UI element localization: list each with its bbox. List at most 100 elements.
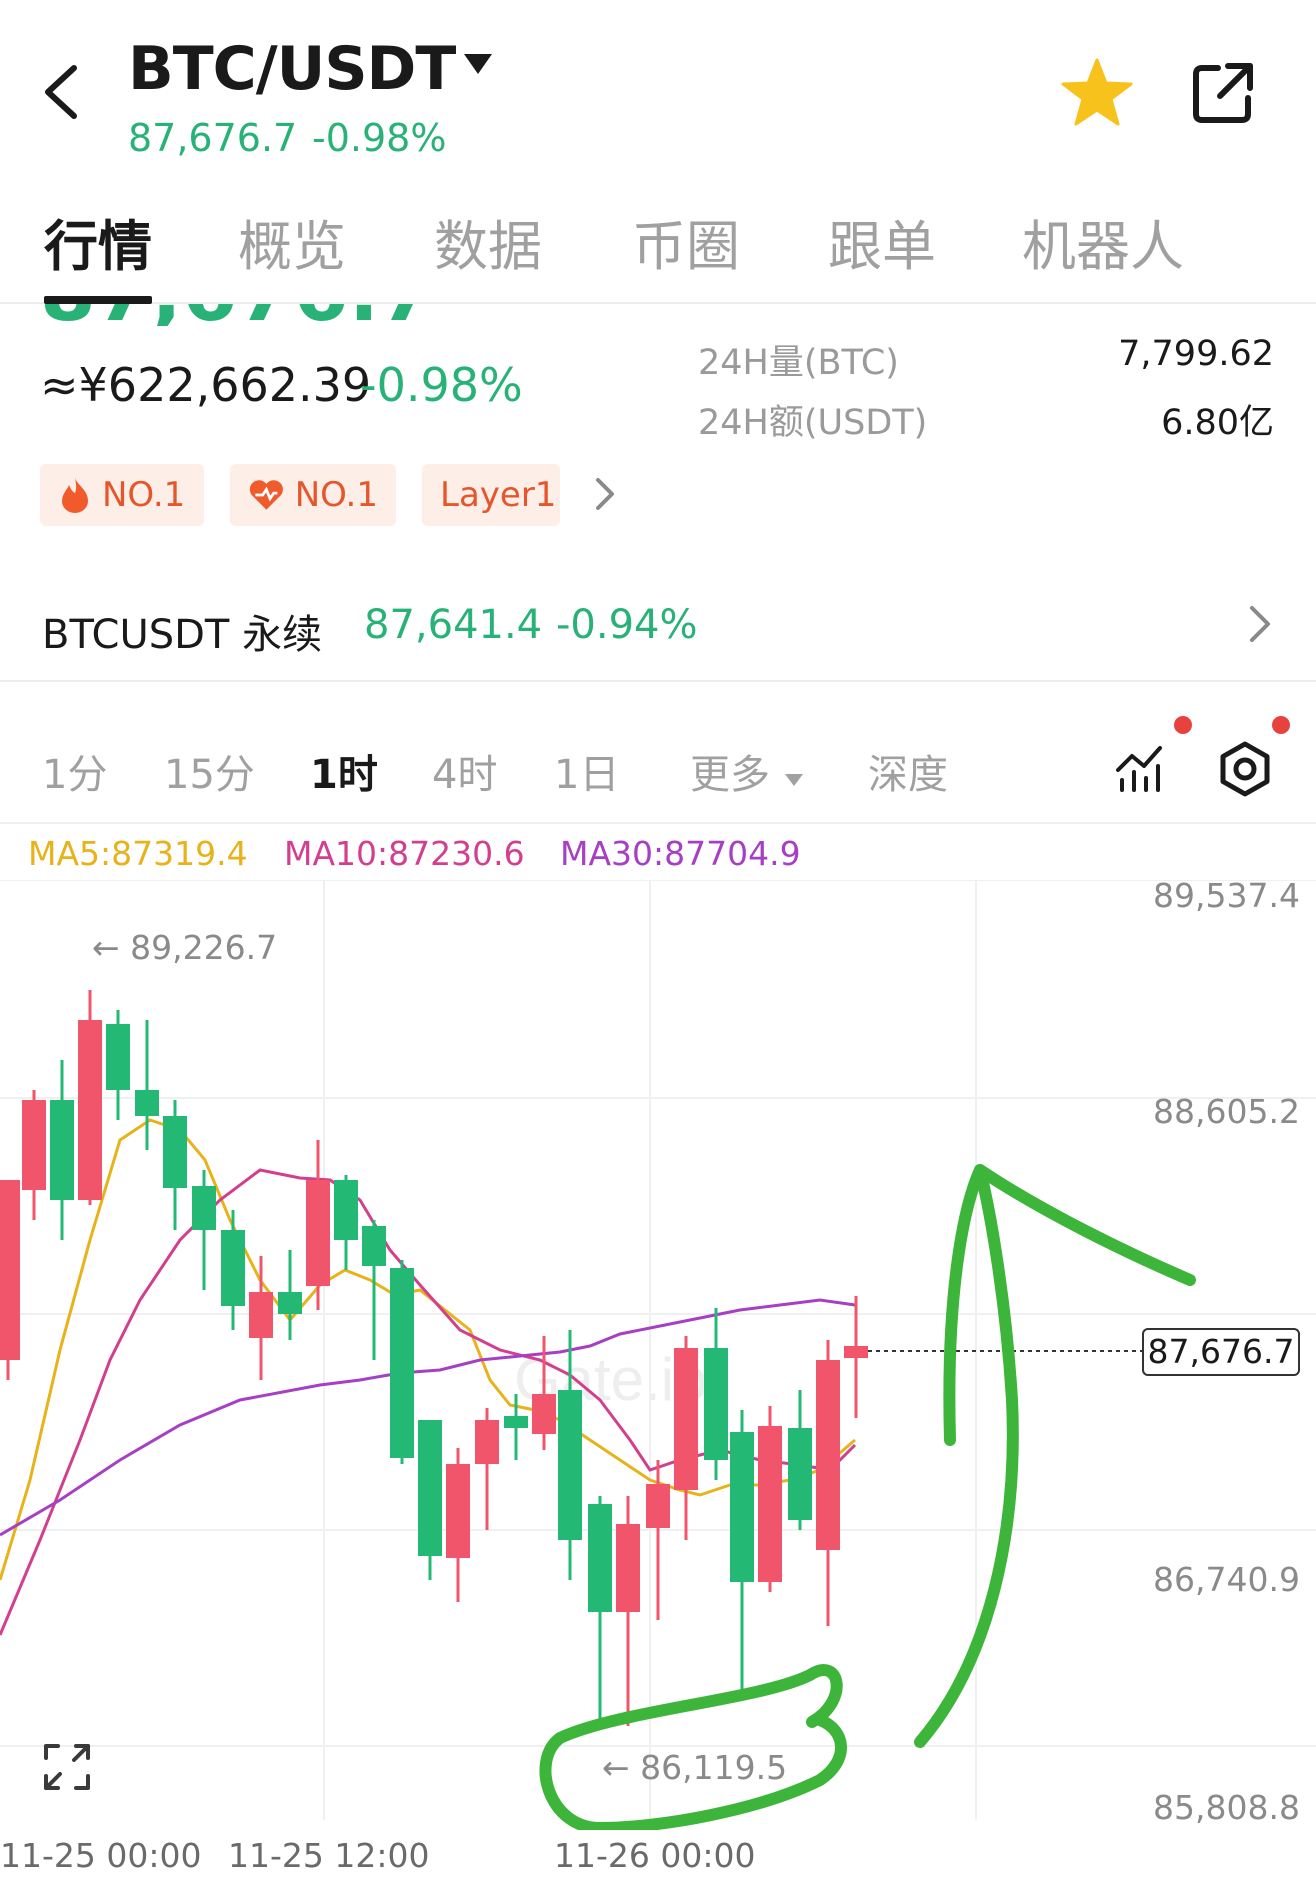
tabs-divider xyxy=(0,302,1316,304)
candle xyxy=(588,1496,612,1730)
candle xyxy=(532,1336,556,1450)
candle xyxy=(306,1140,330,1310)
hand-drawn-annotations xyxy=(539,1164,1196,1830)
price-axis-label: 86,740.9 xyxy=(1153,1560,1300,1599)
ma30-line xyxy=(0,1298,856,1537)
hand-drawn-arrow-head xyxy=(974,1164,1196,1286)
candle xyxy=(22,1090,46,1220)
candle xyxy=(418,1420,442,1580)
ma5-value: MA5:87319.4 xyxy=(28,834,248,873)
candle xyxy=(78,990,102,1205)
cny-price: ≈¥622,662.39 xyxy=(40,358,372,412)
candle xyxy=(788,1390,812,1530)
interval-more-label: 更多 xyxy=(690,752,770,798)
candle xyxy=(758,1406,782,1592)
candle xyxy=(221,1210,245,1330)
high-price-annotation: ← 89,226.7 xyxy=(92,928,278,967)
candlestick-chart[interactable]: Gate.io xyxy=(0,880,1316,1830)
chart-grid xyxy=(0,880,1316,1820)
perpetual-change: -0.94% xyxy=(556,602,698,648)
price-axis-label: 88,605.2 xyxy=(1153,1092,1300,1131)
perpetual-price: 87,641.4 xyxy=(364,602,543,648)
notification-dot xyxy=(1174,716,1192,734)
stat-label-turnover: 24H额(USDT) xyxy=(698,403,928,443)
tab-copy-trade[interactable]: 跟单 xyxy=(828,215,936,278)
candle xyxy=(558,1330,582,1580)
candle xyxy=(334,1175,358,1270)
candle xyxy=(135,1020,159,1150)
interval-1d[interactable]: 1日 xyxy=(554,752,620,798)
interval-more[interactable]: 更多 xyxy=(690,742,805,800)
candle xyxy=(50,1060,74,1240)
candle xyxy=(504,1394,528,1460)
tab-circle[interactable]: 币圈 xyxy=(632,215,740,278)
candle xyxy=(278,1250,302,1340)
back-arrow-icon[interactable] xyxy=(40,62,84,122)
badge-layer1[interactable]: Layer1 xyxy=(422,464,560,526)
candle xyxy=(475,1408,499,1530)
tab-market[interactable]: 行情 xyxy=(44,215,152,278)
header-change: -0.98% xyxy=(312,116,447,160)
settings-gear-icon[interactable] xyxy=(1216,740,1274,798)
badge-layer1-label: Layer1 xyxy=(440,475,557,515)
active-tab-indicator xyxy=(44,296,152,304)
candle xyxy=(362,1220,386,1360)
favorite-star-icon[interactable] xyxy=(1060,56,1134,130)
last-price-tag: 87,676.7 xyxy=(1142,1328,1300,1376)
caret-down-icon[interactable] xyxy=(462,52,494,76)
badge-heart-label: NO.1 xyxy=(294,475,378,515)
interval-1h[interactable]: 1时 xyxy=(310,752,378,798)
tab-data[interactable]: 数据 xyxy=(434,215,542,278)
candle xyxy=(249,1256,273,1380)
candle xyxy=(106,1010,130,1120)
badge-hot-label: NO.1 xyxy=(102,475,186,515)
interval-1m[interactable]: 1分 xyxy=(42,752,108,798)
candle xyxy=(674,1336,698,1540)
fire-icon xyxy=(62,478,88,513)
ma10-value: MA10:87230.6 xyxy=(284,834,525,873)
chevron-right-icon[interactable] xyxy=(594,476,616,512)
candle xyxy=(163,1100,187,1230)
interval-divider xyxy=(0,822,1316,824)
candle xyxy=(192,1170,216,1290)
time-axis-label: 11-25 12:00 xyxy=(228,1836,430,1875)
perpetual-label[interactable]: BTCUSDT 永续 xyxy=(42,612,323,658)
stat-value-turnover: 6.80亿 xyxy=(1161,403,1274,443)
badge-hot-rank[interactable]: NO.1 xyxy=(40,464,204,526)
ma30-value: MA30:87704.9 xyxy=(560,834,801,873)
share-icon[interactable] xyxy=(1188,58,1258,128)
hand-drawn-circle xyxy=(539,1664,847,1830)
fullscreen-icon[interactable] xyxy=(42,1742,92,1792)
price-axis-label: 89,537.4 xyxy=(1153,876,1300,915)
interval-15m[interactable]: 15分 xyxy=(164,752,255,798)
price-axis-label: 85,808.8 xyxy=(1153,1788,1300,1827)
interval-4h[interactable]: 4时 xyxy=(432,752,498,798)
stat-label-volume: 24H量(BTC) xyxy=(698,343,899,383)
candle xyxy=(646,1460,670,1620)
candle xyxy=(730,1410,754,1694)
candle xyxy=(704,1308,728,1480)
time-axis-label: 11-26 00:00 xyxy=(554,1836,756,1875)
chevron-right-icon[interactable] xyxy=(1248,604,1272,644)
header-price: 87,676.7 xyxy=(128,116,298,160)
interval-depth[interactable]: 深度 xyxy=(868,752,948,798)
candles xyxy=(0,990,868,1730)
candle xyxy=(390,1260,414,1464)
hand-drawn-up-arrow xyxy=(914,1164,1019,1748)
candle xyxy=(844,1296,868,1418)
low-price-annotation: ← 86,119.5 xyxy=(602,1748,788,1787)
section-divider xyxy=(0,680,1316,682)
time-axis-label: 11-25 00:00 xyxy=(0,1836,202,1875)
big-price: 87,676.7 xyxy=(40,304,435,326)
candle xyxy=(446,1448,470,1602)
stat-value-volume: 7,799.62 xyxy=(1118,334,1274,374)
tab-overview[interactable]: 概览 xyxy=(238,215,346,278)
cny-change: -0.98% xyxy=(360,358,523,412)
notification-dot xyxy=(1272,716,1290,734)
pair-title[interactable]: BTC/USDT xyxy=(128,34,456,104)
badge-heart-rank[interactable]: NO.1 xyxy=(230,464,396,526)
tab-bot[interactable]: 机器人 xyxy=(1022,215,1184,278)
candle xyxy=(0,1180,20,1380)
indicator-chart-icon[interactable] xyxy=(1114,738,1178,794)
big-price-clip: 87,676.7 xyxy=(40,304,640,326)
